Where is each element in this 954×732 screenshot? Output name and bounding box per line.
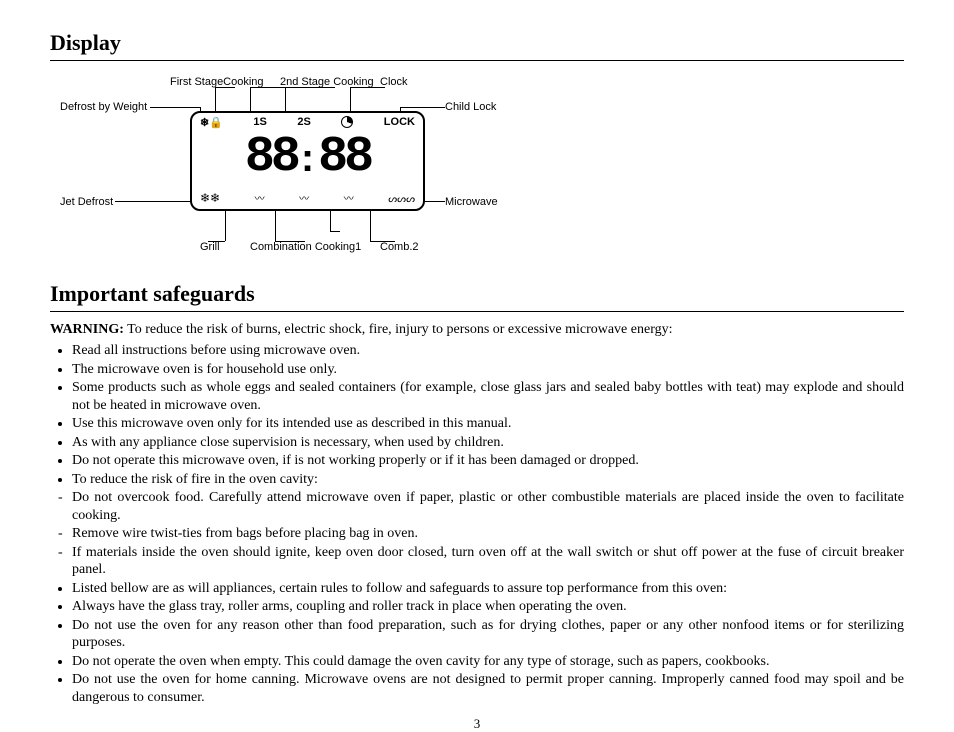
list-item: Some products such as whole eggs and sea… <box>72 379 904 414</box>
safeguards-list: Read all instructions before using micro… <box>50 342 904 706</box>
list-item: Do not use the oven for any reason other… <box>72 617 904 652</box>
label-microwave: Microwave <box>445 196 498 208</box>
list-item: Do not operate this microwave oven, if i… <box>72 452 904 470</box>
label-comb2: Comb.2 <box>380 241 419 253</box>
lock-indicator: LOCK <box>384 116 415 129</box>
heading-rule-2 <box>50 311 904 312</box>
list-item: Do not operate the oven when empty. This… <box>72 653 904 671</box>
label-child-lock: Child Lock <box>445 101 496 113</box>
defrost-weight-icon: ❄🔒 <box>200 116 223 129</box>
warning-text: To reduce the risk of burns, electric sh… <box>124 322 673 337</box>
label-combination1: Combination Cooking1 <box>250 241 361 253</box>
label-jet-defrost: Jet Defrost <box>60 196 113 208</box>
list-item: The microwave oven is for household use … <box>72 361 904 379</box>
label-grill: Grill <box>200 241 220 253</box>
display-diagram: Defrost by Weight First StageCooking 2nd… <box>50 71 530 261</box>
jet-defrost-icon: ❄❄ <box>200 191 220 205</box>
stage1-indicator: 1S <box>253 116 266 129</box>
comb2-icon: 〰 <box>344 190 354 205</box>
list-item: As with any appliance close supervision … <box>72 434 904 452</box>
list-item: Always have the glass tray, roller arms,… <box>72 598 904 616</box>
digit-display: 88:88 <box>192 129 423 187</box>
grill-icon: 〰 <box>255 190 265 205</box>
stage2-indicator: 2S <box>297 116 310 129</box>
list-item: Read all instructions before using micro… <box>72 342 904 360</box>
list-item: Listed bellow are as will appliances, ce… <box>72 580 904 598</box>
lcd-display: ❄🔒 1S 2S LOCK 88:88 ❄❄ 〰 〰 〰 ᔕᔕᔕ <box>190 111 425 211</box>
warning-line: WARNING: To reduce the risk of burns, el… <box>50 322 904 338</box>
display-heading: Display <box>50 30 904 56</box>
warning-prefix: WARNING: <box>50 322 124 337</box>
safeguards-heading: Important safeguards <box>50 281 904 307</box>
list-item: To reduce the risk of fire in the oven c… <box>72 471 904 489</box>
page-number: 3 <box>50 716 904 732</box>
comb1-icon: 〰 <box>299 190 309 205</box>
list-item: Do not use the oven for home canning. Mi… <box>72 671 904 706</box>
list-item: Remove wire twist-ties from bags before … <box>72 525 904 543</box>
label-defrost-by-weight: Defrost by Weight <box>60 101 147 113</box>
list-item: If materials inside the oven should igni… <box>72 544 904 579</box>
microwave-icon: ᔕᔕᔕ <box>388 194 415 205</box>
heading-rule <box>50 60 904 61</box>
list-item: Use this microwave oven only for its int… <box>72 415 904 433</box>
clock-icon <box>341 116 353 128</box>
list-item: Do not overcook food. Carefully attend m… <box>72 489 904 524</box>
